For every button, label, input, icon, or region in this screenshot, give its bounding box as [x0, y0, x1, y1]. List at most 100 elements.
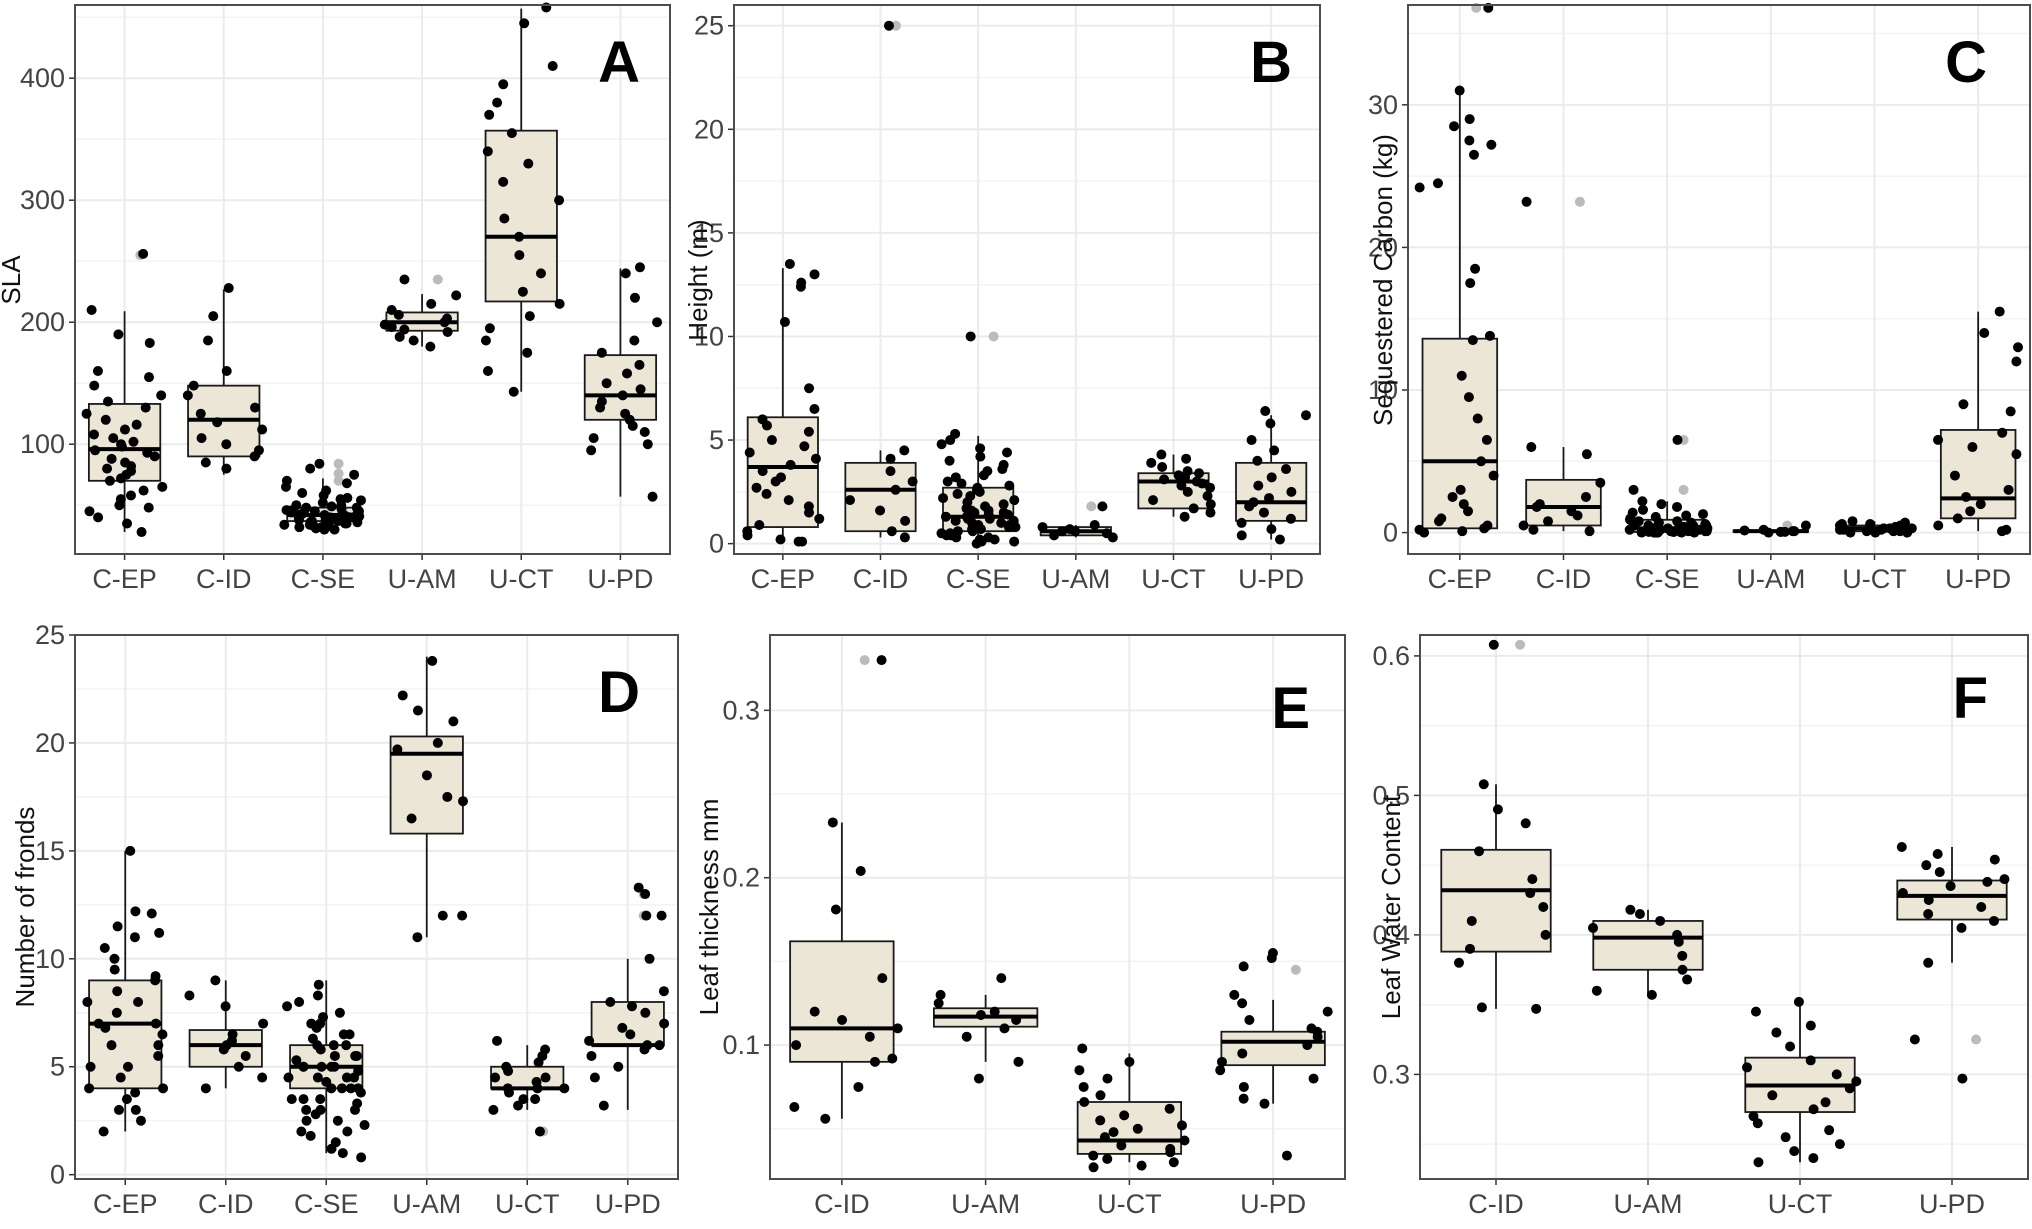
data-point	[138, 248, 149, 259]
data-point	[1281, 464, 1292, 475]
box-iqr	[1440, 848, 1552, 953]
data-point	[2013, 342, 2024, 353]
data-point	[1258, 507, 1269, 518]
data-point	[1525, 888, 1536, 899]
data-point	[315, 1044, 326, 1055]
data-point	[1108, 1127, 1119, 1138]
data-point	[804, 383, 815, 394]
data-point	[1625, 904, 1636, 915]
data-point	[1672, 501, 1683, 512]
data-point	[956, 478, 967, 489]
data-point	[200, 457, 211, 468]
data-point	[978, 470, 989, 481]
data-point	[1655, 915, 1666, 926]
data-point	[1157, 461, 1168, 472]
data-point	[554, 195, 565, 206]
data-point	[1177, 1120, 1188, 1131]
data-point	[1253, 480, 1264, 491]
data-point	[1793, 996, 1804, 1007]
data-point	[1179, 511, 1190, 522]
x-tick-label: U-AM	[392, 1189, 461, 1219]
data-point	[1037, 522, 1048, 533]
y-tick-label: 0	[709, 529, 724, 559]
data-point	[326, 501, 337, 512]
data-point	[1673, 936, 1684, 947]
outlier-point	[1515, 639, 1526, 650]
data-point	[634, 262, 645, 273]
data-point	[975, 443, 986, 454]
data-point	[1089, 519, 1100, 530]
data-point	[2003, 484, 2014, 495]
data-point	[1591, 985, 1602, 996]
data-point	[1584, 526, 1595, 537]
data-point	[1164, 1103, 1175, 1114]
data-point	[1205, 507, 1216, 518]
data-point	[104, 475, 115, 486]
data-point	[1237, 1048, 1248, 1059]
box-iqr	[1592, 920, 1704, 971]
data-point	[613, 1061, 624, 1072]
data-point	[742, 530, 753, 541]
data-point	[933, 998, 944, 1009]
data-point	[432, 737, 443, 748]
data-point	[448, 716, 459, 727]
data-point	[1286, 486, 1297, 497]
data-point	[1527, 874, 1538, 885]
data-point	[1259, 1098, 1270, 1109]
data-point	[1634, 908, 1645, 919]
y-tick-label: 15	[35, 836, 65, 866]
data-point	[182, 390, 193, 401]
data-point	[149, 451, 160, 462]
data-point	[188, 380, 199, 391]
data-point	[196, 433, 207, 444]
data-point	[639, 1044, 650, 1055]
data-point	[258, 1018, 269, 1029]
y-tick-label: 0.5	[1372, 780, 1410, 810]
data-point	[122, 1061, 133, 1072]
data-point	[1322, 1006, 1333, 1017]
data-point	[482, 366, 493, 376]
data-point	[426, 298, 437, 309]
x-tick-label: C-SE	[1635, 564, 1700, 594]
data-point	[1302, 1040, 1313, 1051]
x-tick-label: C-ID	[1468, 1189, 1524, 1219]
data-point	[784, 258, 795, 269]
data-point	[2011, 449, 2022, 460]
data-point	[480, 335, 491, 346]
data-point	[620, 268, 631, 279]
data-point	[1236, 517, 1247, 528]
data-point	[1752, 1118, 1763, 1129]
data-point	[744, 447, 755, 458]
data-point	[997, 464, 1008, 475]
data-point	[326, 1083, 337, 1094]
data-point	[1540, 929, 1551, 940]
data-point	[338, 1029, 349, 1040]
data-point	[797, 536, 808, 547]
panel-d: 0 5 10 15 20 25 C-EP C-ID C-SE U-AM U-CT U-PD Number…	[10, 620, 679, 1219]
box-u-am	[932, 994, 1039, 1062]
data-point	[100, 1022, 111, 1033]
data-point	[534, 1126, 545, 1137]
data-point	[1767, 1090, 1778, 1101]
y-axis-label: Sequestered Carbon (kg)	[1368, 134, 1398, 426]
data-point	[125, 845, 136, 856]
data-point	[945, 435, 956, 446]
y-axis-label: Height (m)	[683, 219, 713, 340]
data-point	[1159, 474, 1170, 485]
data-point	[1102, 1153, 1113, 1164]
y-tick-label: 10	[1368, 375, 1398, 405]
data-point	[89, 380, 100, 391]
data-point	[1472, 413, 1483, 424]
data-point	[1252, 455, 1263, 466]
data-point	[1923, 957, 1934, 968]
data-point	[312, 1072, 323, 1083]
data-point	[293, 514, 304, 525]
data-point	[1466, 915, 1477, 926]
data-point	[1488, 639, 1499, 650]
data-point	[626, 1001, 637, 1012]
data-point	[157, 1029, 168, 1040]
outlier-point	[1574, 196, 1585, 207]
data-point	[795, 281, 806, 292]
data-point	[1179, 1135, 1190, 1146]
